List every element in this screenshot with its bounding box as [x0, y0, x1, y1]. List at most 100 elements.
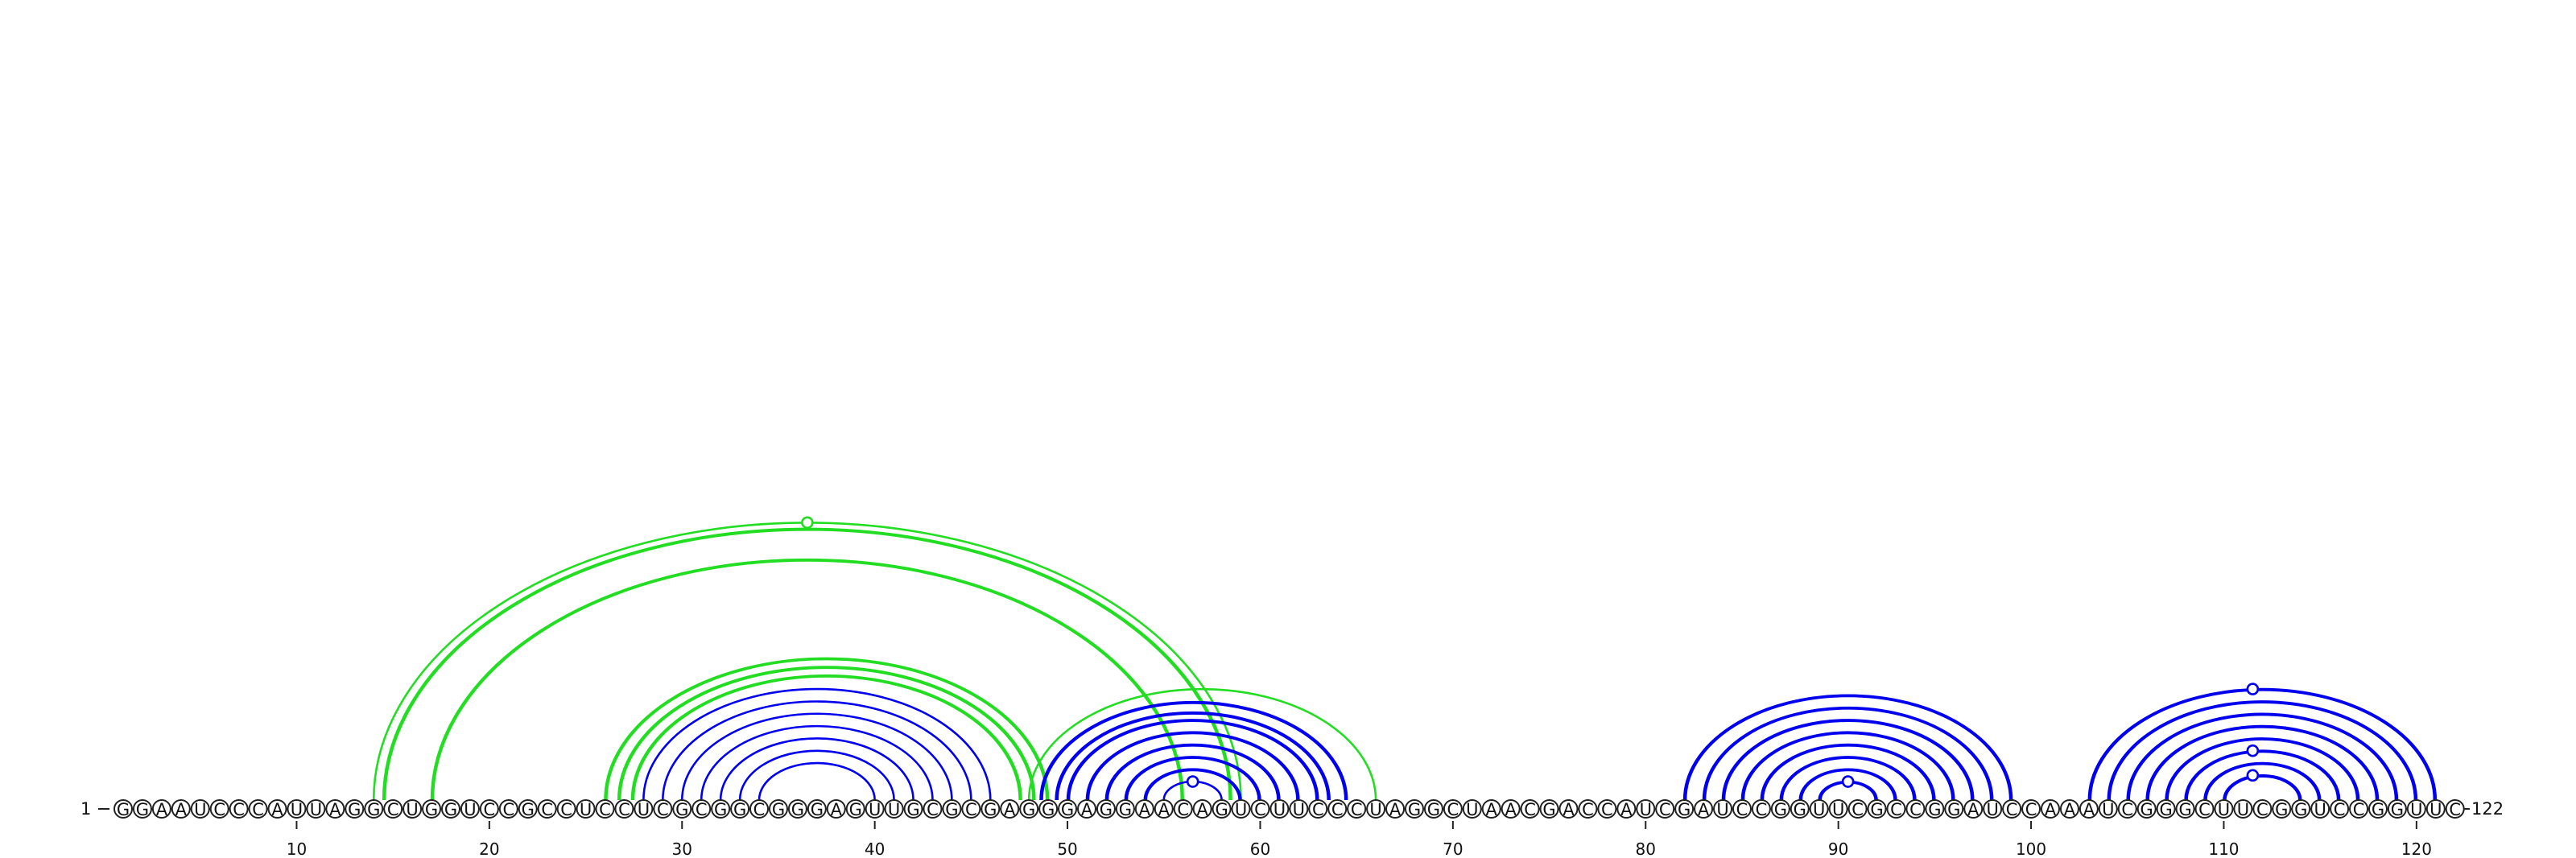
- nucleotide-77-circle: [1578, 799, 1598, 819]
- stem-28-46-arc-6: [738, 749, 895, 801]
- nucleotide-66-circle: [1366, 799, 1386, 819]
- nucleotide-92-circle: [1867, 799, 1887, 819]
- nucleotide-59-circle: [1231, 799, 1251, 819]
- nucleotide-49-circle: [1038, 799, 1059, 819]
- nucleotide-26-circle: [595, 799, 615, 819]
- stem-83-99-arc-3: [1721, 719, 1975, 801]
- nucleotide-82-circle: [1674, 799, 1695, 819]
- stem-103-121-arc-8-inner: [2224, 775, 2301, 801]
- stem-83-99-arc-5-inner: [1761, 745, 1934, 801]
- nucleotide-86: C: [1756, 800, 1768, 819]
- nucleotide-83: A: [1698, 800, 1710, 819]
- nucleotide-54-circle: [1134, 799, 1154, 819]
- nucleotide-79: A: [1620, 800, 1633, 819]
- nucleotide-104: U: [2102, 800, 2114, 819]
- nucleotide-27: C: [618, 800, 630, 819]
- nucleotide-46-circle: [980, 799, 1001, 819]
- nucleotide-51-circle: [1077, 799, 1096, 819]
- nucleotide-94: C: [1909, 800, 1922, 819]
- stem-48-64-arc-4: [1085, 731, 1300, 801]
- nucleotide-48-circle: [1019, 799, 1039, 819]
- stem-28-46-arc-1: [642, 687, 992, 801]
- loop-markers: [801, 516, 2260, 788]
- nucleotide-35-circle: [768, 799, 788, 819]
- nucleotide-67-circle: [1385, 799, 1406, 819]
- nucleotide-18: G: [444, 800, 457, 819]
- nucleotide-38: A: [831, 800, 843, 819]
- nucleotide-20: C: [484, 800, 496, 819]
- nucleotide-105-circle: [2117, 799, 2137, 819]
- nucleotide-103: A: [2083, 800, 2095, 819]
- nucleotide-50-circle: [1058, 799, 1078, 819]
- nucleotide-105: C: [2121, 800, 2133, 819]
- nucleotide-61-circle: [1269, 799, 1290, 819]
- nucleotide-20-circle: [479, 799, 499, 819]
- nucleotide-18-circle: [440, 799, 460, 819]
- nucleotide-7: C: [233, 800, 245, 819]
- nucleotide-73: A: [1505, 800, 1517, 819]
- tick-20-label: 20: [479, 839, 499, 858]
- nucleotide-53: G: [1119, 800, 1132, 819]
- nucleotide-67: A: [1389, 800, 1402, 819]
- pseudoknot-mid-doubled-arc-1-inner: [605, 658, 1048, 801]
- nucleotide-118-circle: [2368, 799, 2388, 819]
- nucleotide-6: C: [213, 800, 225, 819]
- stem-48-64-arc-1-inner: [1041, 702, 1347, 801]
- nucleotide-63-circle: [1308, 799, 1328, 819]
- stem-48-64-arc-3: [1066, 719, 1319, 801]
- nucleotide-96-circle: [1944, 799, 1964, 819]
- nucleotide-112-circle: [2252, 799, 2273, 819]
- nucleotide-8: C: [252, 800, 264, 819]
- nucleotide-115-circle: [2310, 799, 2330, 819]
- nucleotide-12-circle: [325, 799, 345, 819]
- nucleotide-60: C: [1254, 800, 1266, 819]
- nucleotide-111-circle: [2233, 799, 2253, 819]
- nucleotide-95: G: [1928, 800, 1941, 819]
- nucleotide-85: C: [1736, 800, 1748, 819]
- nucleotide-110: U: [2218, 800, 2230, 819]
- stem-83-99-arc-7-inner: [1800, 769, 1896, 801]
- nucleotide-13: G: [348, 800, 361, 819]
- nucleotide-80-circle: [1636, 799, 1656, 819]
- nucleotide-78: C: [1601, 800, 1613, 819]
- nucleotide-74: C: [1524, 800, 1536, 819]
- nucleotide-101-circle: [2041, 799, 2060, 819]
- stem-103-121-arc-5: [2165, 737, 2360, 801]
- nucleotide-45: C: [965, 800, 977, 819]
- nucleotide-102: A: [2064, 800, 2076, 819]
- nucleotide-121-circle: [2425, 799, 2446, 819]
- nucleotide-91-circle: [1847, 799, 1868, 819]
- nucleotide-94-circle: [1905, 799, 1926, 819]
- stem-83-99-arc-1-inner: [1684, 695, 2012, 801]
- nucleotide-37: G: [811, 800, 824, 819]
- nucleotide-54: A: [1139, 800, 1151, 819]
- nucleotide-120-circle: [2406, 799, 2426, 819]
- stem-83-99-arc-4-inner: [1742, 732, 1954, 801]
- nucleotide-49: G: [1042, 800, 1055, 819]
- nucleotide-28: U: [638, 800, 650, 819]
- nucleotide-118: G: [2372, 800, 2384, 819]
- nucleotide-17-circle: [422, 799, 442, 819]
- loop-marker-4: [2246, 683, 2260, 695]
- nucleotide-9: A: [271, 800, 283, 819]
- nucleotide-21: C: [502, 800, 514, 819]
- nucleotide-106: G: [2140, 800, 2153, 819]
- nucleotide-95-circle: [1925, 799, 1945, 819]
- nucleotide-66: U: [1369, 800, 1381, 819]
- nucleotide-120: U: [2410, 800, 2422, 819]
- nucleotide-39: G: [849, 800, 862, 819]
- nucleotide-58: G: [1215, 800, 1228, 819]
- nucleotide-55-circle: [1154, 799, 1174, 819]
- stem-48-64-arc-4-inner: [1087, 732, 1298, 801]
- nucleotide-107-circle: [2156, 799, 2176, 819]
- nucleotide-92: G: [1870, 800, 1883, 819]
- nucleotide-82: G: [1678, 800, 1690, 819]
- nucleotide-19-circle: [460, 799, 480, 819]
- nucleotide-40-circle: [865, 799, 885, 819]
- nucleotide-63: C: [1312, 800, 1324, 819]
- nucleotide-75: G: [1542, 800, 1555, 819]
- nucleotide-60-circle: [1250, 799, 1270, 819]
- pseudoknot-right-single-arc-1: [1027, 687, 1377, 801]
